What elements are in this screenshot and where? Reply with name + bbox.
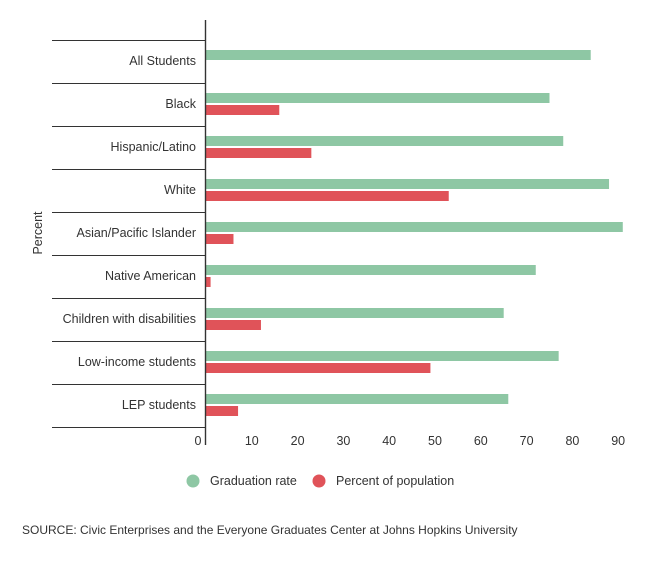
category-label-children-with-disabilities: Children with disabilities [63,312,196,326]
bar-series [206,50,623,416]
bar-graduation-rate-low-income-students [206,351,559,361]
legend-item-graduation-rate: Graduation rate [186,474,297,488]
bar-graduation-rate-black [206,93,550,103]
x-tick-label-90: 90 [611,434,625,448]
category-rows: All Students Black Hispanic/Latino White Asi… [52,40,206,428]
bar-percent-of-population-native-american [206,277,211,287]
legend-label-graduation-rate: Graduation rate [210,474,297,488]
bar-graduation-rate-native-american [206,265,536,275]
bar-graduation-rate-all-students [206,50,591,60]
bar-graduation-rate-lep-students [206,394,509,404]
legend-swatch-graduation-rate [186,474,200,488]
x-tick-label-40: 40 [382,434,396,448]
x-axis-ticks: 0 10 20 30 40 50 60 70 80 90 [195,434,626,448]
bar-percent-of-population-lep-students [206,406,239,416]
x-tick-label-10: 10 [245,434,259,448]
bar-percent-of-population-hispanic-latino [206,148,312,158]
bar-percent-of-population-asian-pacific-islander [206,234,234,244]
bar-graduation-rate-asian-pacific-islander [206,222,623,232]
category-label-asian-pacific-islander: Asian/Pacific Islander [76,226,196,240]
bar-percent-of-population-low-income-students [206,363,431,373]
legend: Graduation rate Percent of population [186,474,454,488]
category-label-all-students: All Students [129,54,196,68]
category-label-native-american: Native American [105,269,196,283]
category-label-low-income-students: Low-income students [78,355,196,369]
x-tick-label-80: 80 [565,434,579,448]
x-tick-label-50: 50 [428,434,442,448]
bar-graduation-rate-white [206,179,610,189]
bar-percent-of-population-black [206,105,280,115]
legend-swatch-percent-of-population [312,474,326,488]
category-label-black: Black [165,97,196,111]
bar-percent-of-population-white [206,191,449,201]
category-label-white: White [164,183,196,197]
x-tick-label-70: 70 [520,434,534,448]
legend-item-percent-of-population: Percent of population [312,474,454,488]
x-tick-label-0: 0 [195,434,202,448]
category-label-lep-students: LEP students [122,398,196,412]
bar-percent-of-population-children-with-disabilities [206,320,261,330]
bar-graduation-rate-hispanic-latino [206,136,564,146]
bar-graduation-rate-children-with-disabilities [206,308,504,318]
x-tick-label-30: 30 [336,434,350,448]
source-note: SOURCE: Civic Enterprises and the Everyo… [22,523,518,537]
y-axis-title: Percent [31,211,45,255]
x-tick-label-20: 20 [291,434,305,448]
x-tick-label-60: 60 [474,434,488,448]
legend-label-percent-of-population: Percent of population [336,474,454,488]
category-label-hispanic-latino: Hispanic/Latino [111,140,197,154]
